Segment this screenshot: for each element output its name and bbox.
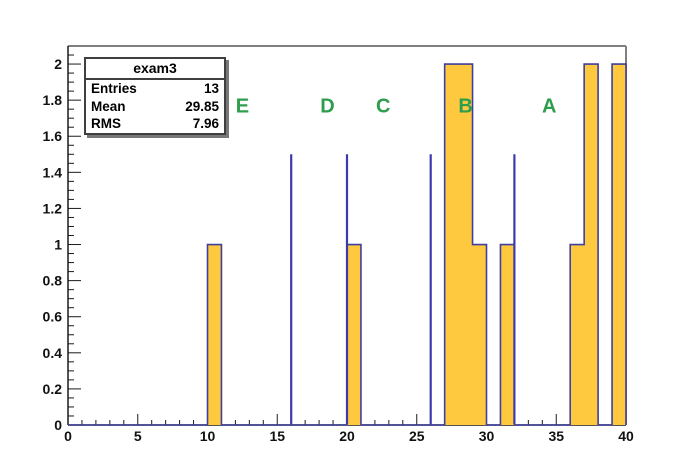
stats-value-mean: 29.85 (185, 98, 219, 114)
y-tick-label: 1.8 (43, 92, 63, 108)
x-tick-label: 25 (409, 428, 425, 444)
stats-title: exam3 (86, 59, 224, 80)
stats-value-rms: 7.96 (192, 116, 219, 131)
x-tick-label: 5 (134, 428, 142, 444)
stats-box: exam3 Entries 13 Mean 29.85 RMS 7.96 (84, 57, 226, 135)
grade-letter-d: D (320, 96, 334, 118)
x-tick-label: 0 (64, 428, 72, 444)
y-tick-label: 1.2 (43, 200, 63, 216)
y-tick-label: 1.4 (43, 164, 63, 180)
stats-label-rms: RMS (91, 116, 121, 131)
y-tick-label: 0.2 (43, 381, 63, 397)
x-tick-label: 30 (479, 428, 495, 444)
grade-letter-b: B (458, 96, 472, 118)
stats-label-mean: Mean (91, 98, 126, 114)
grade-letter-a: A (542, 96, 556, 118)
stats-value-entries: 13 (203, 81, 219, 96)
y-tick-label: 1 (54, 237, 62, 253)
y-tick-label: 0 (54, 417, 62, 433)
x-tick-label: 20 (339, 428, 355, 444)
stats-row-entries: Entries 13 (86, 80, 224, 98)
stats-row-mean: Mean 29.85 (86, 98, 224, 116)
x-tick-label: 15 (269, 428, 285, 444)
y-tick-label: 0.8 (43, 273, 63, 289)
grade-letter-e: E (236, 96, 249, 118)
y-tick-label: 2 (54, 56, 62, 72)
stats-label-entries: Entries (91, 81, 137, 96)
y-tick-label: 0.6 (43, 309, 63, 325)
grade-letter-c: C (376, 96, 390, 118)
y-tick-label: 0.4 (43, 345, 63, 361)
x-tick-label: 10 (200, 428, 216, 444)
y-tick-label: 1.6 (43, 128, 63, 144)
x-tick-label: 40 (618, 428, 634, 444)
stats-row-rms: RMS 7.96 (86, 115, 224, 133)
x-tick-label: 35 (548, 428, 564, 444)
